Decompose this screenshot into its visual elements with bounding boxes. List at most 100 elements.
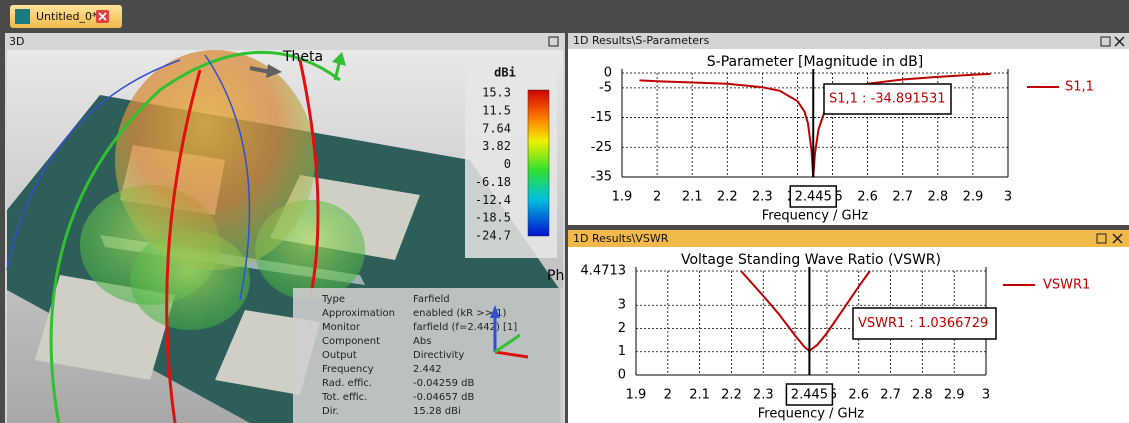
x-tick-label: 2 xyxy=(653,190,661,205)
info-value: Directivity xyxy=(413,350,464,361)
panel-title: 1D Results\VSWR xyxy=(573,232,669,245)
info-value: Farfield xyxy=(413,294,450,305)
panel-title: 1D Results\S-Parameters xyxy=(573,34,710,47)
y-tick-label: 1 xyxy=(618,344,626,359)
info-value: 2.442 xyxy=(413,364,442,375)
tab-close-icon xyxy=(98,12,107,21)
chart: Voltage Standing Wave Ratio (VSWR) Freque… xyxy=(581,252,1091,422)
colorbar-tick-label: 11.5 xyxy=(482,103,511,117)
colorbar-tick-label: 15.3 xyxy=(482,86,511,100)
info-value: farfield (f=2.442) [1] xyxy=(413,322,517,333)
chart: S-Parameter [Magnitude in dB] Frequency /… xyxy=(591,54,1094,224)
colorbar-tick-label: -6.18 xyxy=(475,175,511,189)
axis-label-theta: Theta xyxy=(282,49,323,65)
tab-title: Untitled_0* xyxy=(36,10,98,23)
panel-title: 3D xyxy=(9,35,24,48)
info-value: enabled (kR >> 1) xyxy=(413,308,507,319)
marker-label: 2.445 xyxy=(791,388,828,403)
x-tick-label: 2.8 xyxy=(912,388,933,403)
panel-s-parameters xyxy=(568,33,1129,225)
info-label: Component xyxy=(322,336,380,347)
annotation: VSWR1 : 1.0366729 xyxy=(858,316,988,331)
x-tick-label: 2.1 xyxy=(682,190,703,205)
colorbar-unit: dBi xyxy=(494,66,516,80)
close-button[interactable] xyxy=(1112,233,1123,244)
splitter xyxy=(565,225,1129,230)
x-tick-label: 2.7 xyxy=(892,190,913,205)
x-tick-label: 1.9 xyxy=(612,190,633,205)
legend-label: VSWR1 xyxy=(1043,278,1090,293)
chart-title: Voltage Standing Wave Ratio (VSWR) xyxy=(681,252,941,268)
marker-label: 2.445 xyxy=(795,190,832,205)
colorbar-ticks: 15.3 11.5 7.64 3.82 0 -6.18 -12.4 -18.5 -24.7 xyxy=(475,86,511,243)
x-tick-label: 2.2 xyxy=(717,190,738,205)
marker-label-box xyxy=(785,383,834,406)
tab-icon xyxy=(15,9,30,24)
colorbar-tick-label: -24.7 xyxy=(475,229,511,243)
colorbar-tick-label: 7.64 xyxy=(482,121,511,135)
x-tick-label: 2.9 xyxy=(944,388,965,403)
model xyxy=(6,50,560,423)
colorbar-tick-label: 3.82 xyxy=(482,139,511,153)
x-tick-label: 2.3 xyxy=(753,388,774,403)
y-tick-label: 0 xyxy=(618,368,626,383)
info-value: 15.28 dBi xyxy=(413,406,461,417)
info-label: Approximation xyxy=(322,308,395,319)
x-tick-label: 1.9 xyxy=(626,388,647,403)
info-label: Type xyxy=(321,294,345,305)
x-axis-label: Frequency / GHz xyxy=(762,209,869,224)
colorbar-tick-label: -12.4 xyxy=(475,193,511,207)
x-tick-label: 3 xyxy=(1004,190,1012,205)
axis-label-phi: Ph xyxy=(547,268,564,284)
x-tick-label: 2.6 xyxy=(848,388,869,403)
info-label: Frequency xyxy=(322,364,374,375)
info-label: Tot. effic. xyxy=(321,392,367,403)
colorbar xyxy=(527,89,550,237)
maximize-button[interactable] xyxy=(548,36,559,47)
tab-bar xyxy=(0,0,1129,31)
colorbar-tick-label: 0 xyxy=(504,157,511,171)
maximize-button[interactable] xyxy=(1096,233,1107,244)
legend-label: S1,1 xyxy=(1065,80,1094,95)
x-tick-label: 2.1 xyxy=(689,388,710,403)
info-value: -0.04259 dB xyxy=(413,378,474,389)
info-value: -0.04657 dB xyxy=(413,392,474,403)
x-tick-label: 2.8 xyxy=(927,190,948,205)
x-tick-label: 2.2 xyxy=(721,388,742,403)
y-tick-label: 4.4713 xyxy=(581,264,627,279)
annotation-box xyxy=(852,307,997,340)
info-label: Output xyxy=(322,350,357,361)
x-tick-label: 2.6 xyxy=(857,190,878,205)
x-tick-label: 2.9 xyxy=(963,190,984,205)
annotation: S1,1 : -34.891531 xyxy=(829,92,946,107)
document-tab[interactable] xyxy=(10,5,122,28)
marker-label-box xyxy=(789,185,837,208)
info-value: Abs xyxy=(413,336,431,347)
info-label: Dir. xyxy=(322,406,339,417)
close-button[interactable] xyxy=(1114,36,1125,47)
panel-header xyxy=(568,230,1129,247)
x-tick-label: 2 xyxy=(664,388,672,403)
x-axis-label: Frequency / GHz xyxy=(758,407,865,422)
chart-title: S-Parameter [Magnitude in dB] xyxy=(707,54,923,70)
y-tick-label: 3 xyxy=(618,298,626,313)
axes-triad xyxy=(490,305,529,359)
maximize-button[interactable] xyxy=(1100,36,1111,47)
colorbar-tick-label: -18.5 xyxy=(475,211,511,225)
panel-header xyxy=(568,33,1129,49)
info-label: Rad. effic. xyxy=(322,378,372,389)
y-tick-label: -15 xyxy=(591,110,612,125)
y-tick-label: -5 xyxy=(599,80,612,95)
info-label: Monitor xyxy=(322,322,361,333)
y-tick-label: -25 xyxy=(591,140,612,155)
x-tick-label: 2.3 xyxy=(752,190,773,205)
y-tick-label: -35 xyxy=(591,170,612,185)
y-tick-label: 2 xyxy=(618,321,626,336)
x-tick-label: 2.7 xyxy=(880,388,901,403)
annotation-box xyxy=(823,83,952,115)
x-tick-label: 3 xyxy=(982,388,990,403)
panel-vswr xyxy=(568,230,1129,423)
